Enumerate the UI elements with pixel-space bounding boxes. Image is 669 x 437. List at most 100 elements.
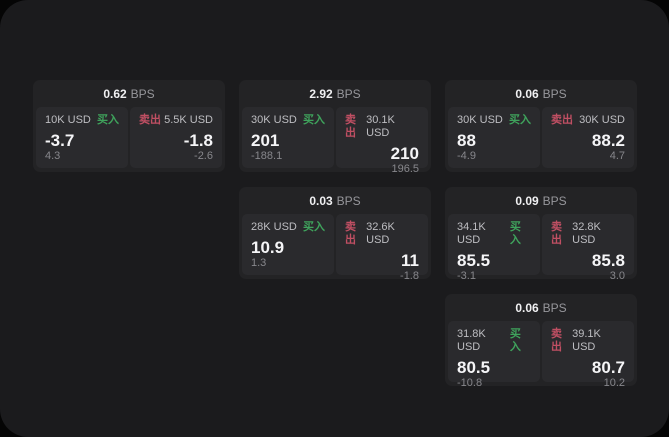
card-header: 2.92 BPS <box>242 80 428 107</box>
buy-price: 85.5 <box>457 251 491 270</box>
bps-value: 0.09 <box>515 193 539 208</box>
buy-sell-panes: 30K USD 买入 201 -188.1 卖出 30.1K USD 210 1… <box>242 107 428 175</box>
bps-value: 0.06 <box>515 86 539 101</box>
buy-sell-panes: 10K USD 买入 -3.7 4.3 卖出 5.5K USD -1.8 -2.… <box>36 107 222 168</box>
sell-pane-top: 卖出 30K USD <box>551 114 625 127</box>
sell-sub-value: 196.5 <box>391 163 419 175</box>
buy-pane-top: 30K USD 买入 <box>457 114 531 127</box>
sell-sub-value: 3.0 <box>609 270 625 282</box>
sell-pane[interactable]: 卖出 39.1K USD 80.7 10.2 <box>542 321 634 389</box>
sell-side-label: 卖出 <box>345 114 356 139</box>
buy-pane[interactable]: 30K USD 买入 201 -188.1 <box>242 107 334 168</box>
buy-pane-top: 30K USD 买入 <box>251 114 325 127</box>
sell-amount: 39.1K USD <box>572 328 601 353</box>
buy-price: 88 <box>457 131 476 150</box>
sell-side-label: 卖出 <box>139 114 161 126</box>
bps-unit-label: BPS <box>542 193 567 208</box>
sell-sub-value: 4.7 <box>609 150 625 162</box>
card-header: 0.03 BPS <box>242 187 428 214</box>
card-header: 0.06 BPS <box>448 294 634 321</box>
buy-pane[interactable]: 28K USD 买入 10.9 1.3 <box>242 214 334 275</box>
bps-value: 2.92 <box>309 86 333 101</box>
buy-pane[interactable]: 30K USD 买入 88 -4.9 <box>448 107 540 168</box>
sell-amount: 32.6K USD <box>366 221 395 246</box>
buy-side-label: 买入 <box>509 221 521 246</box>
sell-side-label: 卖出 <box>551 114 573 126</box>
bps-unit-label: BPS <box>336 86 361 101</box>
sell-side-label: 卖出 <box>551 221 562 246</box>
bps-value: 0.06 <box>515 300 539 315</box>
buy-sub-value: 4.3 <box>45 150 61 162</box>
sell-pane-top: 卖出 30.1K USD <box>345 114 419 140</box>
sell-amount: 30K USD <box>579 114 625 126</box>
quote-card: 0.06 BPS 30K USD 买入 88 -4.9 卖出 <box>445 80 637 172</box>
buy-price: 201 <box>251 131 280 150</box>
buy-amount: 10K USD <box>45 114 91 126</box>
buy-price: 10.9 <box>251 238 285 257</box>
buy-amount: 31.8K USD <box>457 328 486 353</box>
buy-sub-value: -3.1 <box>457 270 476 282</box>
buy-side-label: 买入 <box>509 328 521 353</box>
sell-amount: 30.1K USD <box>366 114 395 139</box>
buy-sub-value: -188.1 <box>251 150 283 162</box>
sell-price: -1.8 <box>183 131 213 150</box>
sell-amount: 5.5K USD <box>164 114 213 126</box>
buy-sub-value: -4.9 <box>457 150 476 162</box>
buy-pane-top: 28K USD 买入 <box>251 221 325 234</box>
bps-unit-label: BPS <box>542 300 567 315</box>
buy-side-label: 买入 <box>303 221 325 233</box>
sell-price: 88.2 <box>591 131 625 150</box>
sell-pane[interactable]: 卖出 32.6K USD 11 -1.8 <box>336 214 428 282</box>
quote-cards-grid: 0.62 BPS 10K USD 买入 -3.7 4.3 卖出 <box>33 80 637 389</box>
buy-pane-top: 34.1K USD 买入 <box>457 221 531 247</box>
sell-side-label: 卖出 <box>551 328 562 353</box>
card-header: 0.06 BPS <box>448 80 634 107</box>
buy-amount: 34.1K USD <box>457 221 486 246</box>
sell-price: 11 <box>401 251 419 270</box>
buy-side-label: 买入 <box>509 114 531 126</box>
buy-sell-panes: 30K USD 买入 88 -4.9 卖出 30K USD 88.2 4.7 <box>448 107 634 168</box>
buy-sub-value: 1.3 <box>251 257 267 269</box>
buy-side-label: 买入 <box>97 114 119 126</box>
sell-side-label: 卖出 <box>345 221 356 246</box>
buy-side-label: 买入 <box>303 114 325 126</box>
sell-pane[interactable]: 卖出 32.8K USD 85.8 3.0 <box>542 214 634 282</box>
sell-pane[interactable]: 卖出 30.1K USD 210 196.5 <box>336 107 428 175</box>
buy-pane[interactable]: 34.1K USD 买入 85.5 -3.1 <box>448 214 540 282</box>
bps-unit-label: BPS <box>336 193 361 208</box>
sell-sub-value: -1.8 <box>400 270 419 282</box>
sell-amount: 32.8K USD <box>572 221 601 246</box>
buy-sell-panes: 34.1K USD 买入 85.5 -3.1 卖出 32.8K USD 85.8… <box>448 214 634 282</box>
sell-pane-top: 卖出 32.8K USD <box>551 221 625 247</box>
quote-card: 0.03 BPS 28K USD 买入 10.9 1.3 卖出 <box>239 187 431 282</box>
buy-sell-panes: 28K USD 买入 10.9 1.3 卖出 32.6K USD 11 -1.8 <box>242 214 428 282</box>
bps-value: 0.62 <box>103 86 127 101</box>
sell-pane-top: 卖出 32.6K USD <box>345 221 419 247</box>
sell-pane[interactable]: 卖出 5.5K USD -1.8 -2.6 <box>130 107 222 168</box>
card-header: 0.62 BPS <box>36 80 222 107</box>
buy-pane[interactable]: 31.8K USD 买入 80.5 -10.8 <box>448 321 540 389</box>
card-header: 0.09 BPS <box>448 187 634 214</box>
buy-amount: 30K USD <box>457 114 503 126</box>
sell-price: 85.8 <box>591 251 625 270</box>
buy-pane-top: 10K USD 买入 <box>45 114 119 127</box>
buy-amount: 30K USD <box>251 114 297 126</box>
sell-pane[interactable]: 卖出 30K USD 88.2 4.7 <box>542 107 634 168</box>
sell-pane-top: 卖出 39.1K USD <box>551 328 625 354</box>
quote-card: 0.62 BPS 10K USD 买入 -3.7 4.3 卖出 <box>33 80 225 172</box>
sell-price: 80.7 <box>591 358 625 377</box>
sell-sub-value: 10.2 <box>603 377 625 389</box>
quote-card: 2.92 BPS 30K USD 买入 201 -188.1 卖出 <box>239 80 431 175</box>
sell-price: 210 <box>390 144 419 163</box>
bps-value: 0.03 <box>309 193 333 208</box>
buy-pane-top: 31.8K USD 买入 <box>457 328 531 354</box>
bps-unit-label: BPS <box>542 86 567 101</box>
sell-sub-value: -2.6 <box>194 150 213 162</box>
buy-sub-value: -10.8 <box>457 377 483 389</box>
buy-price: 80.5 <box>457 358 491 377</box>
sell-pane-top: 卖出 5.5K USD <box>139 114 213 127</box>
buy-price: -3.7 <box>45 131 75 150</box>
buy-pane[interactable]: 10K USD 买入 -3.7 4.3 <box>36 107 128 168</box>
